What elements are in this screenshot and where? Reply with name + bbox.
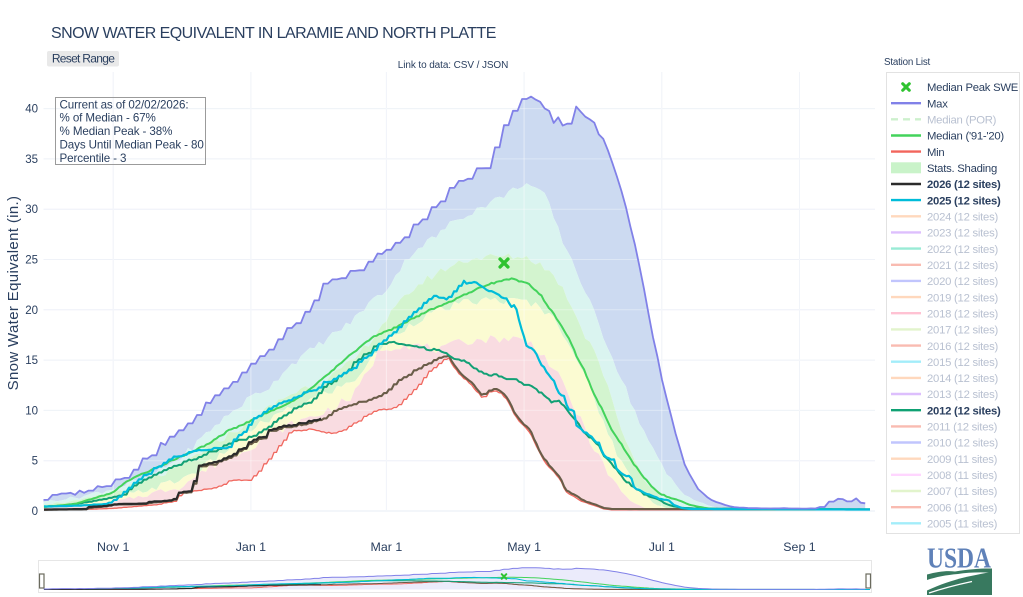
svg-text:2021 (12 sites): 2021 (12 sites): [927, 260, 998, 272]
svg-text:2019 (12 sites): 2019 (12 sites): [927, 292, 998, 304]
svg-text:2024 (12 sites): 2024 (12 sites): [927, 212, 998, 224]
svg-text:Snow Water Equivalent (in.): Snow Water Equivalent (in.): [5, 196, 22, 391]
svg-text:2014 (12 sites): 2014 (12 sites): [927, 373, 998, 385]
svg-text:2025 (12 sites): 2025 (12 sites): [927, 195, 1001, 207]
svg-text:40: 40: [25, 104, 38, 116]
svg-text:May 1: May 1: [507, 540, 541, 554]
svg-text:2007 (11 sites): 2007 (11 sites): [927, 486, 998, 498]
svg-text:Jan 1: Jan 1: [236, 540, 266, 554]
svg-text:Min: Min: [927, 147, 944, 159]
svg-text:0: 0: [32, 506, 38, 518]
svg-text:2013 (12 sites): 2013 (12 sites): [927, 389, 998, 401]
svg-text:Median ('91-'20): Median ('91-'20): [927, 131, 1004, 143]
svg-text:30: 30: [25, 204, 38, 216]
svg-text:2017 (12 sites): 2017 (12 sites): [927, 325, 998, 337]
svg-text:35: 35: [25, 154, 38, 166]
svg-text:2005 (11 sites): 2005 (11 sites): [927, 519, 998, 531]
svg-text:2011 (12 sites): 2011 (12 sites): [927, 422, 998, 434]
svg-text:2016 (12 sites): 2016 (12 sites): [927, 341, 998, 353]
svg-text:Jul 1: Jul 1: [649, 540, 675, 554]
svg-text:Link to data: CSV / JSON: Link to data: CSV / JSON: [398, 60, 508, 71]
svg-text:% of Median - 67%: % of Median - 67%: [60, 112, 156, 125]
svg-text:Nov 1: Nov 1: [97, 540, 129, 554]
svg-text:SNOW WATER EQUIVALENT IN LARAM: SNOW WATER EQUIVALENT IN LARAMIE AND NOR…: [51, 25, 496, 42]
svg-text:2020 (12 sites): 2020 (12 sites): [927, 276, 998, 288]
svg-text:2023 (12 sites): 2023 (12 sites): [927, 228, 998, 240]
svg-text:% Median Peak - 38%: % Median Peak - 38%: [60, 125, 173, 138]
svg-text:2006 (11 sites): 2006 (11 sites): [927, 502, 998, 514]
svg-text:5: 5: [32, 456, 38, 468]
svg-text:Days Until Median Peak - 80: Days Until Median Peak - 80: [60, 139, 204, 152]
svg-text:2018 (12 sites): 2018 (12 sites): [927, 308, 998, 320]
svg-text:20: 20: [25, 305, 38, 317]
svg-text:2010 (12 sites): 2010 (12 sites): [927, 438, 998, 450]
svg-text:2026 (12 sites): 2026 (12 sites): [927, 179, 1001, 191]
svg-text:2012 (12 sites): 2012 (12 sites): [927, 405, 1001, 417]
svg-text:2022 (12 sites): 2022 (12 sites): [927, 244, 998, 256]
svg-text:Station List: Station List: [884, 57, 931, 68]
svg-text:Current as of 02/02/2026:: Current as of 02/02/2026:: [60, 98, 189, 111]
svg-text:Max: Max: [927, 98, 948, 110]
svg-text:2009 (11 sites): 2009 (11 sites): [927, 454, 998, 466]
svg-text:15: 15: [25, 355, 38, 367]
svg-text:Median (POR): Median (POR): [927, 115, 997, 127]
svg-text:Sep 1: Sep 1: [783, 540, 815, 554]
svg-text:25: 25: [25, 255, 38, 267]
svg-text:Median Peak SWE: Median Peak SWE: [927, 82, 1019, 94]
svg-text:Stats. Shading: Stats. Shading: [927, 163, 997, 175]
svg-text:2008 (11 sites): 2008 (11 sites): [927, 470, 998, 482]
svg-text:2015 (12 sites): 2015 (12 sites): [927, 357, 998, 369]
svg-text:Percentile - 3: Percentile - 3: [60, 152, 127, 165]
svg-text:Reset Range: Reset Range: [52, 52, 115, 66]
svg-text:Mar 1: Mar 1: [371, 540, 403, 554]
svg-text:10: 10: [25, 405, 38, 417]
